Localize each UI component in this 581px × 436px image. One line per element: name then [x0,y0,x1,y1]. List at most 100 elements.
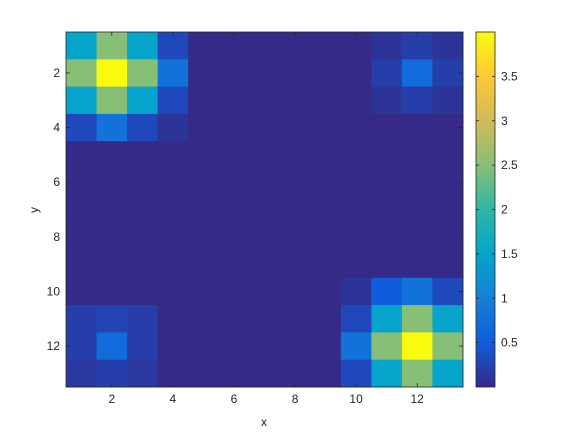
heatmap-cell [218,277,250,306]
heatmap-cell [188,250,220,279]
heatmap-cell [249,223,281,251]
heatmap-cell [127,168,159,197]
heatmap-cell [66,59,97,88]
heatmap-cell [66,250,97,279]
heatmap-cell [249,168,281,197]
heatmap-cell [96,59,128,88]
heatmap-cell [340,277,372,306]
y-tick-label: 4 [53,121,60,135]
heatmap-cell [371,113,403,142]
heatmap-cell [66,168,97,197]
heatmap-cell [401,168,433,197]
heatmap-cell [218,141,250,169]
heatmap-cell [96,250,128,279]
heatmap-cell [340,305,372,333]
heatmap-cell [371,86,403,115]
heatmap-cell [218,32,250,60]
heatmap-cell [371,141,403,169]
heatmap-cells [66,32,464,388]
heatmap-cell [401,32,433,60]
colorbar-tick-label: 3.5 [501,69,518,83]
heatmap-cell [96,332,128,361]
heatmap-cell [188,59,220,88]
heatmap-cell [127,195,159,224]
heatmap-cell [188,305,220,333]
heatmap-cell [96,195,128,224]
heatmap-cell [218,332,250,361]
heatmap-cell [66,113,97,142]
heatmap-cell [340,113,372,142]
heatmap-cell [218,168,250,197]
heatmap-cell [218,305,250,333]
x-tick-label: 2 [108,392,115,406]
heatmap-cell [279,223,311,251]
x-tick-label: 6 [231,392,238,406]
heatmap-cell [66,195,97,224]
heatmap-cell [157,223,189,251]
heatmap-cell [188,168,220,197]
heatmap-cell [340,195,372,224]
heatmap-cell [371,59,403,88]
heatmap-cell [310,113,342,142]
heatmap-cell [371,359,403,388]
heatmap-cell [96,277,128,306]
heatmap-cell [432,113,464,142]
heatmap-cell [157,277,189,306]
heatmap-cell [401,141,433,169]
heatmap-cell [127,86,159,115]
heatmap-cell [96,86,128,115]
heatmap-cell [371,305,403,333]
heatmap-cell [371,195,403,224]
heatmap-cell [66,305,97,333]
heatmap-cell [127,113,159,142]
y-axis-label: y [27,207,41,213]
heatmap-cell [401,86,433,115]
heatmap-cell [249,277,281,306]
heatmap-cell [96,141,128,169]
heatmap-cell [401,113,433,142]
heatmap-cell [340,86,372,115]
x-tick-label: 10 [349,392,363,406]
heatmap-cell [127,223,159,251]
y-tick-label: 2 [53,66,60,80]
heatmap-cell [96,113,128,142]
heatmap-cell [401,332,433,361]
heatmap-cell [279,32,311,60]
heatmap-cell [127,332,159,361]
heatmap-cell [127,305,159,333]
heatmap-cell [127,250,159,279]
heatmap-cell [340,32,372,60]
heatmap-cell [432,32,464,60]
y-tick-label: 6 [53,175,60,189]
heatmap-cell [279,86,311,115]
heatmap-cell [432,195,464,224]
heatmap-cell [371,168,403,197]
heatmap-cell [157,195,189,224]
x-axis-ticks: 2 4 6 8 10 12 [108,32,424,406]
heatmap-cell [340,250,372,279]
heatmap-cell [401,250,433,279]
heatmap-cell [401,195,433,224]
heatmap-cell [310,277,342,306]
heatmap-cell [188,195,220,224]
y-tick-label: 10 [47,284,61,298]
colorbar-tick-label: 3 [501,114,508,128]
heatmap-cell [188,113,220,142]
heatmap-cell [279,277,311,306]
heatmap-cell [157,332,189,361]
heatmap-cell [310,250,342,279]
heatmap-cell [157,359,189,388]
heatmap-cell [188,141,220,169]
heatmap-cell [96,223,128,251]
heatmap-cell [310,168,342,197]
colorbar-tick-label: 2 [501,203,508,217]
heatmap-cell [432,305,464,333]
heatmap-cell [96,32,128,60]
heatmap-cell [432,168,464,197]
heatmap-cell [157,59,189,88]
heatmap-cell [188,277,220,306]
x-axis-label: x [261,415,267,429]
heatmap-cell [188,223,220,251]
heatmap-cell [310,86,342,115]
heatmap-cell [432,332,464,361]
